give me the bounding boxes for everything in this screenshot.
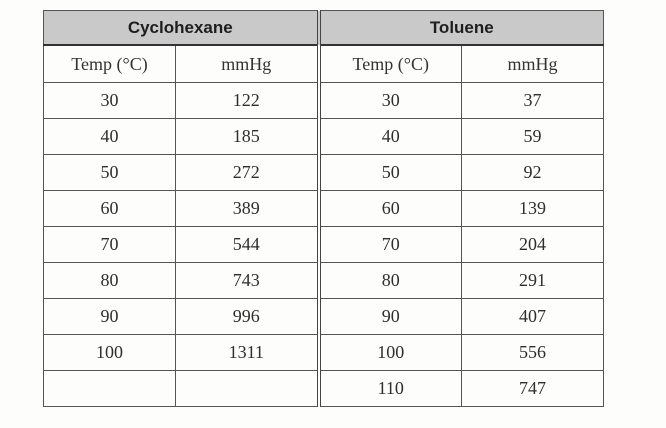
cyclohexane-temp-header: Temp (°C) bbox=[43, 44, 176, 83]
toluene-mmhg-cell: 37 bbox=[461, 82, 605, 119]
cyclohexane-mmhg-cell: 544 bbox=[174, 226, 321, 263]
group-header-row: Cyclohexane Toluene bbox=[42, 10, 605, 46]
table-row: 110 747 bbox=[43, 370, 605, 407]
cyclohexane-temp-cell: 90 bbox=[43, 298, 176, 335]
toluene-temp-cell: 110 bbox=[318, 370, 463, 407]
cyclohexane-temp-cell: 50 bbox=[43, 154, 176, 191]
toluene-mmhg-cell: 139 bbox=[461, 190, 605, 227]
table-row: 100 1311 100 556 bbox=[43, 334, 605, 371]
toluene-temp-cell: 90 bbox=[318, 298, 463, 335]
toluene-temp-cell: 50 bbox=[318, 154, 463, 191]
toluene-group-header: Toluene bbox=[318, 10, 605, 46]
toluene-temp-cell: 60 bbox=[318, 190, 463, 227]
cyclohexane-temp-cell bbox=[43, 370, 176, 407]
toluene-mmhg-cell: 407 bbox=[461, 298, 605, 335]
cyclohexane-mmhg-cell: 122 bbox=[174, 82, 321, 119]
table-row: 60 389 60 139 bbox=[43, 190, 605, 227]
toluene-temp-header: Temp (°C) bbox=[318, 44, 463, 83]
cyclohexane-mmhg-cell: 1311 bbox=[174, 334, 321, 371]
table-row: 70 544 70 204 bbox=[43, 226, 605, 263]
cyclohexane-temp-cell: 40 bbox=[43, 118, 176, 155]
toluene-mmhg-cell: 204 bbox=[461, 226, 605, 263]
cyclohexane-mmhg-cell: 272 bbox=[174, 154, 321, 191]
toluene-temp-cell: 30 bbox=[318, 82, 463, 119]
toluene-mmhg-cell: 747 bbox=[461, 370, 605, 407]
toluene-mmhg-cell: 291 bbox=[461, 262, 605, 299]
cyclohexane-mmhg-cell: 185 bbox=[174, 118, 321, 155]
toluene-temp-cell: 70 bbox=[318, 226, 463, 263]
table-row: 50 272 50 92 bbox=[43, 154, 605, 191]
table-row: 30 122 30 37 bbox=[43, 82, 605, 119]
cyclohexane-temp-cell: 100 bbox=[43, 334, 176, 371]
toluene-temp-cell: 80 bbox=[318, 262, 463, 299]
toluene-mmhg-cell: 556 bbox=[461, 334, 605, 371]
table-row: 80 743 80 291 bbox=[43, 262, 605, 299]
cyclohexane-temp-cell: 70 bbox=[43, 226, 176, 263]
table-row: 90 996 90 407 bbox=[43, 298, 605, 335]
cyclohexane-mmhg-cell bbox=[174, 370, 321, 407]
cyclohexane-mmhg-cell: 389 bbox=[174, 190, 321, 227]
cyclohexane-temp-cell: 60 bbox=[43, 190, 176, 227]
table-row: 40 185 40 59 bbox=[43, 118, 605, 155]
toluene-temp-cell: 100 bbox=[318, 334, 463, 371]
cyclohexane-temp-cell: 30 bbox=[43, 82, 176, 119]
cyclohexane-mmhg-header: mmHg bbox=[174, 44, 321, 83]
cyclohexane-mmhg-cell: 996 bbox=[174, 298, 321, 335]
column-header-row: Temp (°C) mmHg Temp (°C) mmHg bbox=[43, 44, 605, 83]
vapor-pressure-table: Cyclohexane Toluene Temp (°C) mmHg Temp … bbox=[42, 10, 605, 407]
toluene-temp-cell: 40 bbox=[318, 118, 463, 155]
cyclohexane-mmhg-cell: 743 bbox=[174, 262, 321, 299]
toluene-mmhg-cell: 59 bbox=[461, 118, 605, 155]
toluene-mmhg-cell: 92 bbox=[461, 154, 605, 191]
cyclohexane-temp-cell: 80 bbox=[43, 262, 176, 299]
cyclohexane-group-header: Cyclohexane bbox=[42, 10, 321, 46]
toluene-mmhg-header: mmHg bbox=[461, 44, 605, 83]
